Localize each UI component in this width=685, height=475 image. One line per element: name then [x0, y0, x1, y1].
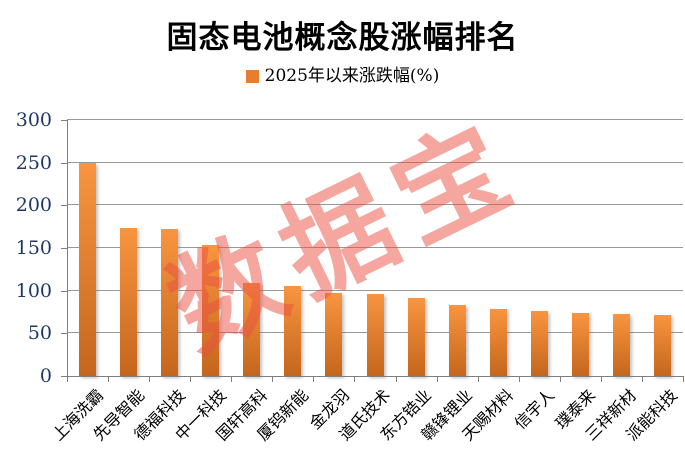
y-axis-tick: [61, 248, 68, 249]
x-axis-line: [67, 376, 683, 377]
y-axis-tick: [61, 205, 68, 207]
chart-title: 固态电池概念股涨幅排名: [166, 20, 519, 56]
x-axis-tick: [149, 376, 151, 382]
bar-道氏技术: [366, 294, 384, 376]
bar-信宇人: [530, 311, 548, 376]
bar-厦钨新能: [284, 286, 302, 376]
x-axis-tick: [641, 376, 643, 382]
y-axis-label: 0: [39, 365, 52, 387]
plot-area: [67, 119, 683, 376]
bar-金龙羽: [325, 293, 343, 376]
x-axis-tick: [683, 376, 684, 382]
y-axis-label: 200: [15, 194, 52, 217]
y-axis-label: 100: [15, 279, 52, 302]
x-axis-tick: [313, 376, 315, 382]
gridline-300: [67, 119, 683, 120]
bar-璞泰来: [571, 312, 589, 376]
y-axis-tick: [61, 376, 68, 377]
gridline-100: [67, 289, 683, 291]
x-axis-tick: [272, 376, 274, 382]
legend-label: 2025年以来涨跌幅(%): [264, 65, 440, 86]
x-axis-tick: [67, 376, 68, 382]
y-axis-label: 300: [15, 109, 52, 131]
x-axis-tick: [436, 376, 438, 382]
bar-国轩高科: [243, 283, 261, 376]
y-axis-tick: [61, 162, 68, 164]
bar-派能科技: [653, 314, 671, 376]
x-axis-tick: [354, 376, 356, 382]
x-axis-tick: [477, 376, 479, 382]
x-axis-tick: [190, 376, 192, 382]
x-axis-tick: [559, 376, 561, 382]
y-axis-label: 50: [27, 322, 52, 345]
y-axis-label: 250: [15, 151, 52, 174]
bar-先导智能: [120, 228, 138, 376]
gridline-150: [67, 247, 683, 248]
x-axis-tick: [600, 376, 602, 382]
bar-上海洗霸: [79, 162, 97, 376]
gridline-250: [67, 161, 683, 163]
x-axis-tick: [518, 376, 520, 382]
x-axis-label: 信宇人: [510, 385, 559, 433]
y-axis-line: [67, 120, 68, 377]
bar-中一科技: [202, 245, 220, 376]
y-axis-tick: [61, 120, 68, 121]
bar-赣锋锂业: [448, 305, 466, 376]
legend: 2025年以来涨跌幅(%): [0, 66, 685, 86]
legend-swatch-icon: [245, 69, 259, 83]
bar-东方锆业: [407, 297, 425, 376]
bar-德福科技: [161, 229, 179, 376]
y-axis-tick: [61, 333, 68, 335]
x-axis-tick: [395, 376, 397, 382]
x-axis-tick: [231, 376, 233, 382]
y-axis-label: 150: [15, 237, 52, 259]
bar-天赐材料: [489, 308, 507, 376]
gridline-200: [67, 204, 683, 206]
bar-三祥新材: [612, 313, 630, 376]
y-axis-tick: [61, 290, 68, 292]
x-axis-tick: [108, 376, 110, 382]
